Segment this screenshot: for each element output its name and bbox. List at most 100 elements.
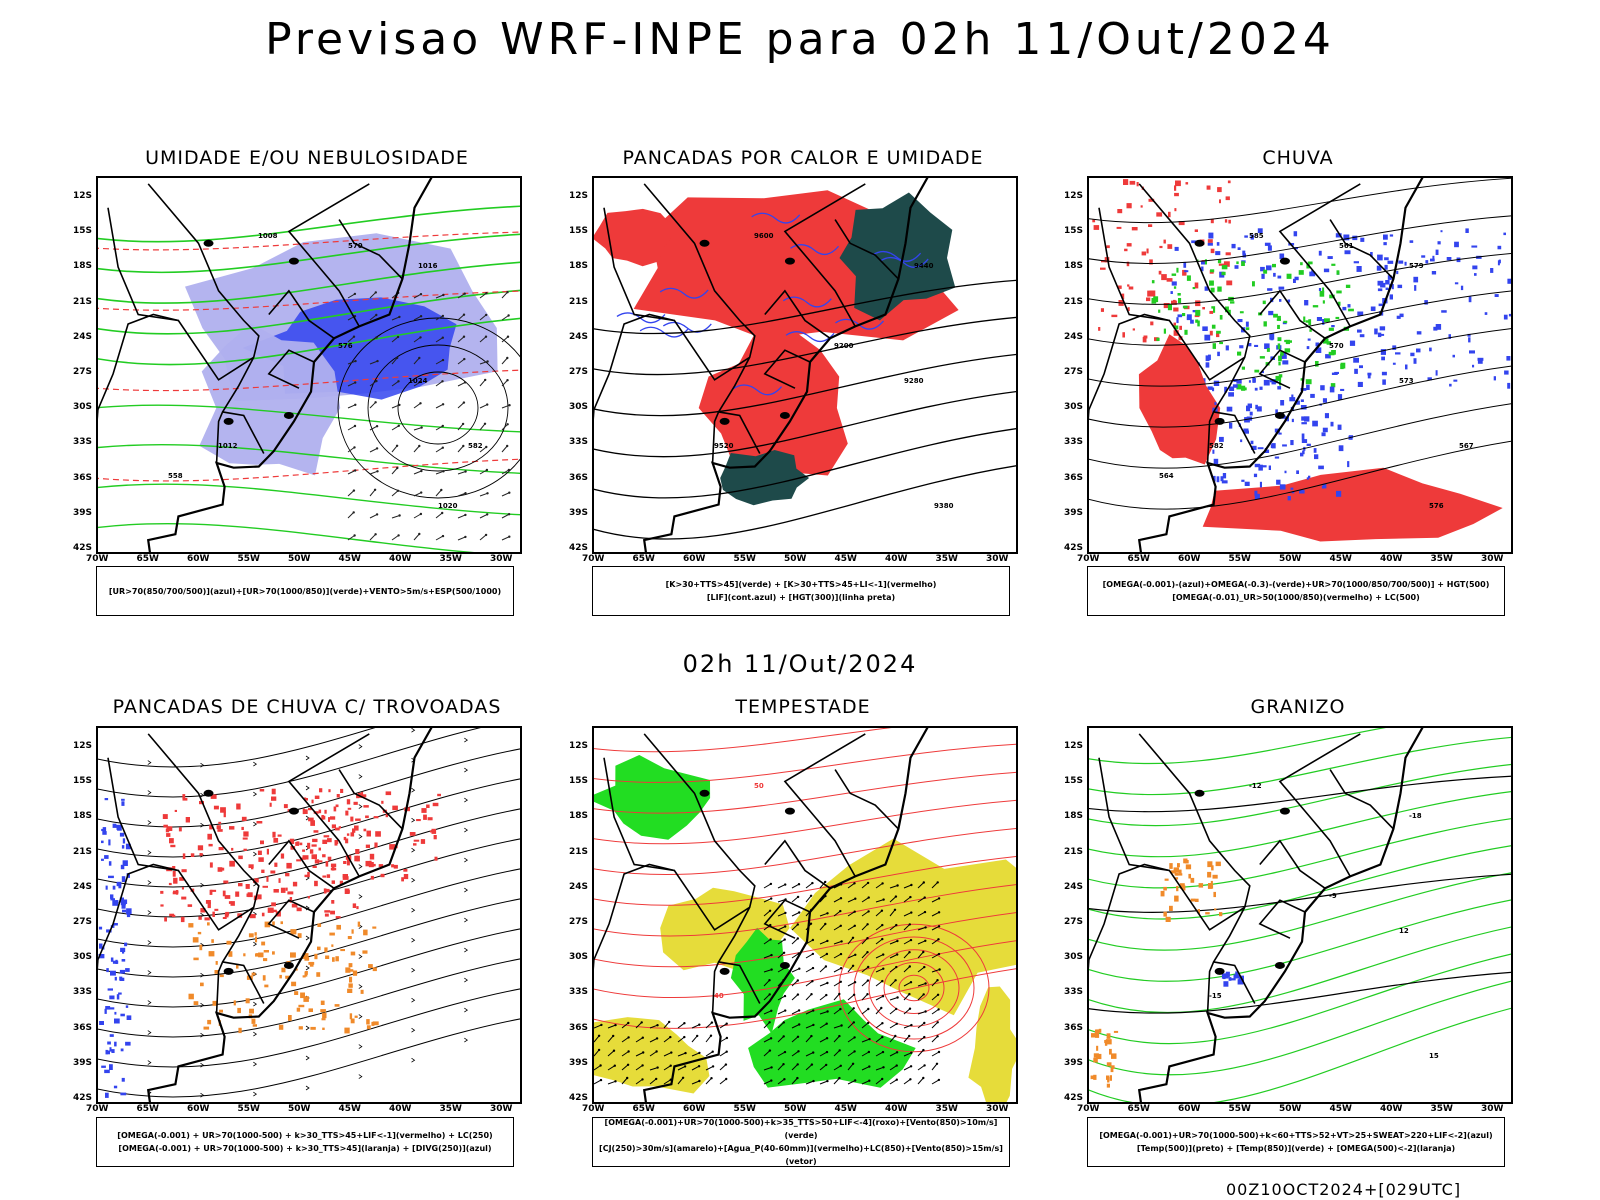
longitude-tick-label: 35W bbox=[935, 554, 958, 564]
border-line bbox=[1138, 183, 1251, 413]
longitude-tick-label: 55W bbox=[237, 1104, 260, 1114]
latitude-tick-label: 18S bbox=[1063, 261, 1083, 272]
longitude-tick-label: 70W bbox=[582, 554, 605, 564]
contour-label: 585 bbox=[1249, 232, 1264, 240]
border-line bbox=[834, 769, 899, 830]
border-line bbox=[834, 219, 899, 280]
latitude-tick-label: 24S bbox=[72, 881, 92, 892]
longitude-tick-label: 30W bbox=[1481, 554, 1504, 564]
border-line bbox=[1259, 289, 1326, 339]
latitude-tick-label: 39S bbox=[72, 507, 92, 518]
border-line bbox=[267, 899, 315, 939]
geography-lines bbox=[98, 178, 433, 552]
chuva-red-south-band bbox=[1202, 467, 1503, 542]
border-line bbox=[1089, 863, 1170, 960]
border-line bbox=[1098, 207, 1246, 381]
longitude-tick-label: 30W bbox=[986, 1104, 1009, 1114]
granizo-blue-speckles bbox=[1221, 971, 1244, 987]
longitude-tick-label: 70W bbox=[86, 554, 109, 564]
longitude-tick-label: 35W bbox=[1430, 554, 1453, 564]
pancadas-trovoadas-map bbox=[96, 726, 522, 1104]
longitude-tick-label: 45W bbox=[1329, 1104, 1352, 1114]
contour-label: 40 bbox=[714, 992, 724, 1000]
border-line bbox=[603, 207, 751, 381]
latitude-tick-label: 24S bbox=[1063, 331, 1083, 342]
contour-label: 579 bbox=[1409, 262, 1424, 270]
border-line bbox=[1138, 733, 1251, 963]
pancadas-calor-panel-title: PANCADAS POR CALOR E UMIDADE bbox=[622, 147, 984, 169]
latitude-tick-label: 33S bbox=[1063, 437, 1083, 448]
cyclone-red-circles bbox=[838, 923, 990, 1053]
latitude-tick-label: 24S bbox=[568, 331, 588, 342]
contour-label: 564 bbox=[1159, 472, 1174, 480]
latitude-tick-label: 12S bbox=[1063, 741, 1083, 751]
lake bbox=[223, 967, 234, 975]
longitude-tick-label: 65W bbox=[632, 554, 655, 564]
longitude-tick-label: 40W bbox=[885, 554, 908, 564]
legend-line: [CJ(250)>30m/s](amarelo)+[Agua_P(40-60mm… bbox=[599, 1144, 1003, 1166]
latitude-tick-label: 39S bbox=[568, 1057, 588, 1068]
latitude-tick-label: 30S bbox=[1063, 402, 1083, 413]
latitude-tick-label: 12S bbox=[1063, 191, 1083, 201]
contour-label: 9520 bbox=[714, 442, 734, 450]
latitude-tick-label: 21S bbox=[72, 846, 92, 857]
latitude-tick-label: 42S bbox=[1063, 1093, 1083, 1103]
contour-labels: 1008 1012 1016 1020 1024 576 582 558 570 bbox=[168, 232, 483, 510]
contour-label: 15 bbox=[1429, 1052, 1439, 1060]
longitude-tick-label: 40W bbox=[1380, 1104, 1403, 1114]
longitude-tick-label: 55W bbox=[1228, 554, 1251, 564]
longitude-tick-label: 35W bbox=[439, 1104, 462, 1114]
hgt300-black-contours bbox=[594, 279, 1016, 540]
longitude-tick-label: 40W bbox=[885, 1104, 908, 1114]
latitude-tick-label: 30S bbox=[72, 402, 92, 413]
latitude-tick-label: 30S bbox=[72, 952, 92, 963]
longitude-tick-label: 55W bbox=[237, 554, 260, 564]
pancadas-red-west bbox=[594, 208, 672, 267]
border-line bbox=[711, 411, 761, 464]
contour-labels: 50 40 bbox=[714, 782, 764, 1000]
tempestade-green-center bbox=[730, 927, 795, 1034]
lake bbox=[288, 807, 299, 815]
longitude-tick-label: 50W bbox=[1279, 554, 1302, 564]
longitude-tick-label: 60W bbox=[1178, 1104, 1201, 1114]
latitude-tick-label: 18S bbox=[1063, 811, 1083, 822]
latitude-tick-label: 12S bbox=[568, 741, 588, 751]
border-line bbox=[763, 349, 811, 389]
longitude-tick-label: 35W bbox=[1430, 1104, 1453, 1114]
tempestade-green-north bbox=[594, 755, 711, 840]
contour-label: 570 bbox=[348, 242, 363, 250]
lake bbox=[784, 257, 795, 265]
contour-label: 567 bbox=[1459, 442, 1474, 450]
longitude-tick-label: 55W bbox=[733, 554, 756, 564]
lake bbox=[779, 411, 790, 419]
coastline bbox=[146, 728, 433, 1102]
latitude-tick-label: 30S bbox=[568, 402, 588, 413]
longitude-tick-label: 65W bbox=[1127, 1104, 1150, 1114]
longitude-tick-label: 45W bbox=[338, 1104, 361, 1114]
border-line bbox=[643, 183, 756, 413]
longitude-tick-label: 35W bbox=[935, 1104, 958, 1114]
longitude-tick-label: 70W bbox=[582, 1104, 605, 1114]
coastline bbox=[146, 178, 433, 552]
contour-label: 558 bbox=[168, 472, 183, 480]
border-line bbox=[764, 289, 831, 339]
latitude-tick-label: 42S bbox=[72, 1093, 92, 1103]
latitude-tick-label: 36S bbox=[1063, 472, 1083, 483]
contour-labels: -12 -15 -18 15 12 -9 bbox=[1209, 782, 1439, 1060]
border-line bbox=[764, 839, 831, 889]
longitude-tick-label: 70W bbox=[86, 1104, 109, 1114]
legend-line: [UR>70(850/700/500)](azul)+[UR>70(1000/8… bbox=[108, 586, 502, 596]
latitude-tick-label: 42S bbox=[568, 543, 588, 553]
border-line bbox=[1089, 313, 1170, 410]
latitude-tick-label: 24S bbox=[72, 331, 92, 342]
border-line bbox=[1278, 183, 1361, 327]
lake bbox=[719, 967, 730, 975]
contour-label: 576 bbox=[1429, 502, 1444, 510]
border-line bbox=[268, 839, 335, 889]
latitude-tick-label: 15S bbox=[72, 226, 92, 237]
longitude-tick-label: 50W bbox=[1279, 1104, 1302, 1114]
umidade-map: 1008 1012 1016 1020 1024 576 582 558 570 bbox=[96, 176, 522, 554]
latitude-tick-label: 15S bbox=[1063, 226, 1083, 237]
longitude-tick-label: 30W bbox=[490, 554, 513, 564]
latitude-tick-label: 39S bbox=[568, 507, 588, 518]
